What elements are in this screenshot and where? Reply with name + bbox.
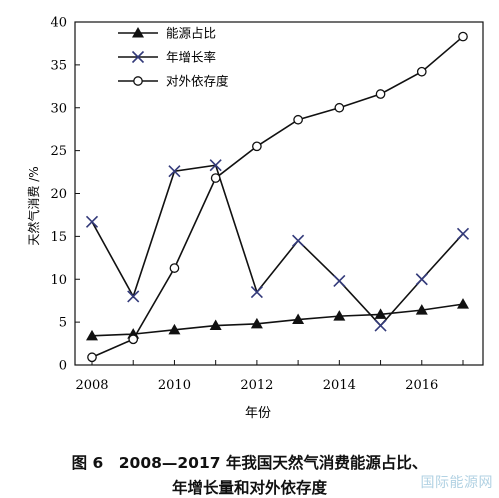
x-marker-stroke <box>374 319 387 332</box>
data-point <box>85 215 99 228</box>
data-point <box>210 173 221 183</box>
series-layer <box>85 31 470 363</box>
x-marker-stroke <box>168 165 181 178</box>
legend-label: 能源占比 <box>166 26 216 41</box>
legend-label: 对外依存度 <box>166 74 229 89</box>
data-point <box>334 102 345 113</box>
y-tick-label: 40 <box>50 16 67 31</box>
data-point <box>252 141 262 152</box>
data-point <box>333 310 346 321</box>
data-point <box>169 263 180 273</box>
data-point <box>292 234 305 247</box>
legend-entry: 能源占比 <box>118 26 216 41</box>
y-tick-label: 15 <box>50 230 67 245</box>
x-axis-label: 年份 <box>245 406 271 421</box>
legend-entry: 对外依存度 <box>118 74 229 89</box>
data-point <box>86 329 98 341</box>
data-point <box>293 114 303 125</box>
x-marker-stroke <box>333 274 346 288</box>
y-tick-label: 30 <box>50 101 67 116</box>
data-point <box>415 304 428 315</box>
ticks: 0 5 10 15 20 25 30 35 40 2008 2010 2012 2014 2016 <box>50 16 464 393</box>
watermark-logo: 国际能源网 <box>420 475 493 491</box>
data-point <box>333 274 346 288</box>
series-line <box>91 35 464 359</box>
data-point <box>292 313 305 325</box>
series-1 <box>86 298 469 341</box>
figure-caption-line-2: 年增长量和对外依存度 <box>171 479 327 497</box>
series-line <box>91 303 464 337</box>
x-marker-stroke <box>85 215 99 228</box>
data-point <box>127 290 140 303</box>
data-point <box>168 165 181 178</box>
data-point <box>375 89 386 99</box>
series-line <box>91 164 464 327</box>
x-tick-label: 2014 <box>323 378 356 393</box>
x-marker-stroke <box>292 234 305 247</box>
y-tick-label: 25 <box>50 144 67 159</box>
y-tick-label: 35 <box>50 58 67 73</box>
data-point <box>250 286 263 299</box>
series-2 <box>85 159 470 332</box>
data-point <box>415 273 428 286</box>
y-tick-label: 0 <box>59 359 67 374</box>
figure-caption-line-1: 图 6 2008—2017 年我国天然气消费能源占比、 <box>71 454 428 472</box>
data-point <box>458 31 468 42</box>
data-point <box>87 352 97 363</box>
legend-marker <box>132 27 144 38</box>
data-point <box>374 308 387 319</box>
y-tick-label: 10 <box>50 273 67 288</box>
series-3 <box>87 31 468 363</box>
legend-entry: 年增长率 <box>118 50 216 65</box>
y-tick-label: 5 <box>59 316 67 331</box>
legend-marker <box>133 76 143 86</box>
x-tick-label: 2008 <box>75 378 108 393</box>
data-point <box>416 66 427 77</box>
data-point <box>168 323 181 335</box>
x-tick-label: 2012 <box>240 378 273 393</box>
data-point <box>457 298 469 309</box>
data-point <box>209 159 222 172</box>
y-axis-label: 天然气消费 /% <box>26 166 41 245</box>
data-point <box>374 319 387 332</box>
x-marker-stroke <box>415 273 428 286</box>
x-tick-label: 2016 <box>405 378 438 393</box>
data-point <box>209 319 222 331</box>
legend-label: 年增长率 <box>166 50 216 65</box>
data-point <box>456 227 470 240</box>
x-marker-stroke <box>209 159 222 172</box>
x-tick-label: 2010 <box>158 378 191 393</box>
y-tick-label: 20 <box>50 187 67 202</box>
data-point <box>128 334 139 345</box>
chart: 0 5 10 15 20 25 30 35 40 2008 2010 2012 2014 2016 能源占… <box>26 16 484 421</box>
data-point <box>250 317 263 329</box>
legend-marker <box>131 50 145 64</box>
x-marker-stroke <box>250 286 263 299</box>
x-marker-stroke <box>127 290 140 303</box>
x-marker-stroke <box>456 227 470 240</box>
x-marker-stroke <box>131 50 145 64</box>
